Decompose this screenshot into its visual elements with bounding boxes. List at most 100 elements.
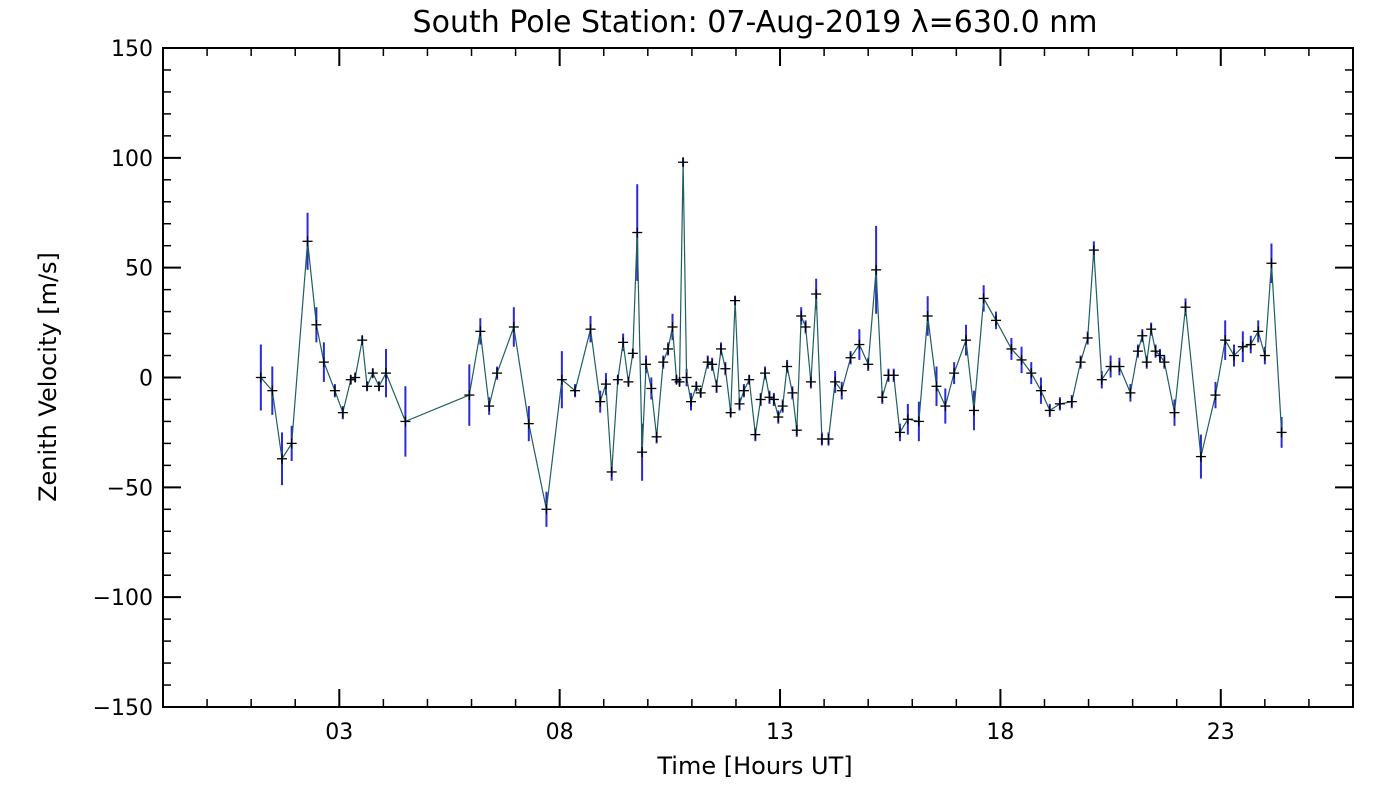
data-point	[667, 321, 678, 332]
data-point	[734, 398, 745, 409]
data-point	[1229, 350, 1239, 361]
data-point	[1266, 258, 1277, 269]
data-point	[764, 392, 775, 403]
data-point	[991, 315, 1001, 326]
data-point	[738, 385, 749, 396]
data-point	[329, 385, 340, 396]
data-point	[773, 412, 784, 423]
data-point	[796, 310, 807, 321]
data-point	[484, 401, 495, 412]
data-point	[1082, 332, 1093, 343]
data-point	[681, 372, 692, 383]
data-point	[730, 295, 741, 306]
x-tick-label: 18	[986, 720, 1014, 745]
data-point	[777, 401, 788, 412]
data-point	[1132, 346, 1143, 357]
data-point	[400, 416, 411, 427]
data-point	[1016, 354, 1027, 365]
data-point	[871, 264, 882, 275]
data-point	[1180, 302, 1191, 313]
data-point	[695, 387, 706, 398]
y-tick-label: −100	[93, 586, 153, 611]
data-point	[836, 385, 847, 396]
data-point	[1237, 341, 1248, 352]
error-bars	[259, 157, 1283, 527]
data-point	[902, 414, 913, 425]
data-point	[961, 335, 972, 346]
data-point	[1137, 330, 1148, 341]
data-point	[595, 396, 606, 407]
data-point	[1105, 361, 1116, 372]
data-point	[913, 416, 924, 427]
data-point	[1220, 335, 1231, 346]
data-point	[760, 368, 771, 379]
data-point	[311, 319, 322, 330]
y-axis-label: Zenith Velocity [m/s]	[34, 252, 62, 502]
x-tick-label: 08	[546, 720, 574, 745]
data-point	[791, 425, 802, 436]
axis-tick-labels: 03 08 13 18 23 −150 −100 −50 0 50 100 150	[93, 37, 1235, 745]
data-point	[702, 357, 713, 368]
data-point	[362, 381, 373, 392]
x-tick-label: 13	[766, 720, 794, 745]
data-point	[978, 293, 989, 304]
y-tick-label: 0	[139, 367, 153, 392]
data-point-markers	[255, 157, 1287, 515]
data-point	[805, 376, 816, 387]
data-point	[1125, 387, 1136, 398]
chart-title: South Pole Station: 07-Aug-2019 λ=630.0 …	[413, 5, 1098, 40]
data-point	[1088, 245, 1099, 256]
y-tick-label: −150	[93, 696, 153, 721]
data-point	[646, 383, 657, 394]
data-point	[337, 407, 348, 418]
data-point	[651, 431, 662, 442]
data-point	[691, 381, 702, 392]
data-point	[800, 321, 811, 332]
data-point	[1075, 357, 1086, 368]
data-point	[1253, 326, 1264, 337]
data-point	[674, 376, 685, 387]
data-point	[750, 429, 761, 440]
data-point	[492, 368, 503, 379]
data-point	[277, 453, 287, 464]
data-point	[940, 401, 951, 412]
data-point	[711, 381, 722, 392]
data-point	[570, 385, 581, 396]
data-point	[1035, 385, 1046, 396]
data-point	[541, 504, 552, 515]
data-point	[641, 359, 652, 370]
data-point	[523, 418, 534, 429]
data-point	[1096, 374, 1107, 385]
data-point	[715, 343, 726, 354]
data-point	[373, 381, 384, 392]
data-point	[267, 385, 278, 396]
data-point	[556, 374, 567, 385]
data-point	[768, 394, 779, 405]
data-point	[318, 357, 329, 368]
data-point	[931, 381, 942, 392]
data-point	[357, 335, 368, 346]
data-point	[720, 363, 731, 374]
data-point	[1146, 324, 1157, 335]
data-point	[968, 405, 979, 416]
data-point	[1195, 451, 1206, 462]
data-point	[367, 368, 378, 379]
x-tick-label: 03	[325, 720, 353, 745]
data-point	[350, 372, 361, 383]
data-point	[302, 236, 313, 247]
data-point	[1210, 390, 1221, 401]
data-point	[663, 343, 674, 354]
data-point	[618, 337, 629, 348]
data-point	[949, 368, 960, 379]
data-point	[623, 376, 634, 387]
data-point	[725, 407, 736, 418]
data-point	[1141, 357, 1152, 368]
data-point	[707, 359, 718, 370]
data-point	[1276, 427, 1287, 438]
data-point	[811, 289, 822, 300]
data-point	[606, 466, 617, 477]
data-point	[787, 387, 798, 398]
data-point	[637, 447, 648, 458]
data-point	[255, 372, 266, 383]
